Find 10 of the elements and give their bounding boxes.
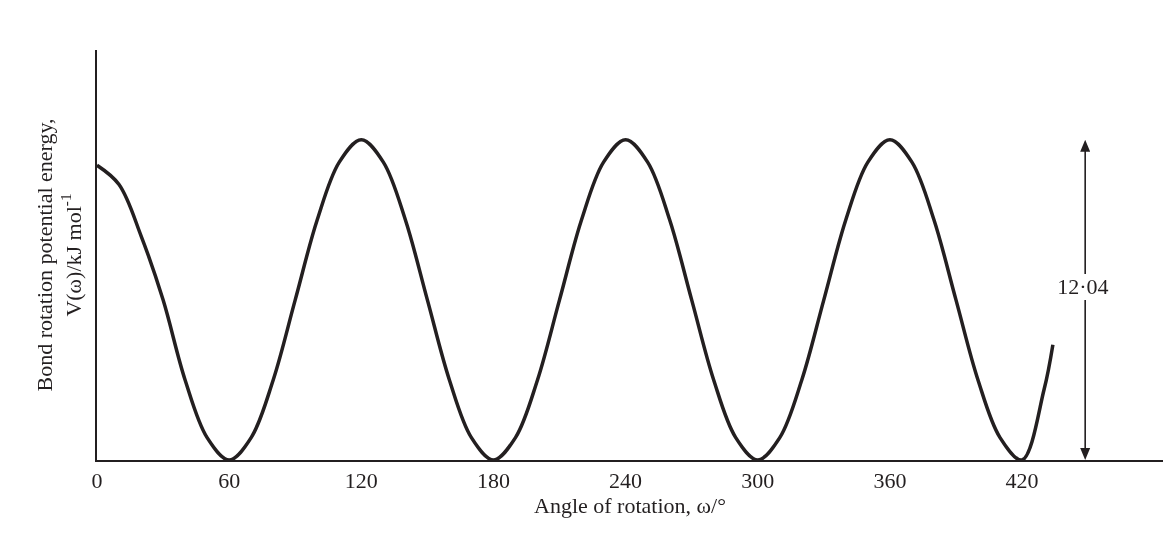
x-tick-label: 420 — [1005, 468, 1039, 494]
x-axis-title: Angle of rotation, ω/° — [534, 493, 726, 519]
x-tick-label: 240 — [609, 468, 643, 494]
x-tick-label: 120 — [344, 468, 378, 494]
x-tick-label: 60 — [218, 468, 241, 494]
annotation: 12·04 — [1055, 273, 1111, 300]
x-tick-label: 360 — [873, 468, 907, 494]
x-tick-label: 180 — [476, 468, 510, 494]
x-tick-label: 300 — [741, 468, 775, 494]
x-tick-label: 0 — [91, 468, 103, 494]
